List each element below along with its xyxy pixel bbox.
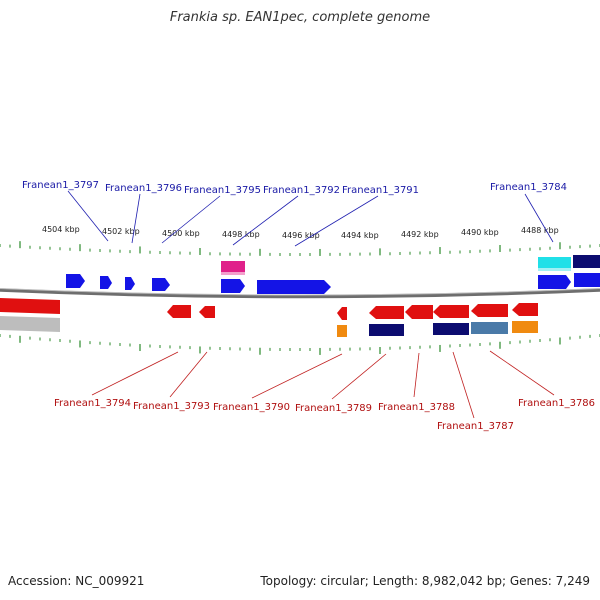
reverse-genes [0, 298, 538, 337]
leader-line [524, 193, 554, 243]
kbp-label: 4496 kbp [282, 231, 320, 240]
kbp-labels: 4504 kbp 4502 kbp 4500 kbp 4498 kbp 4496… [42, 225, 559, 240]
leader-line [413, 352, 420, 398]
gene-label[interactable]: Franean1_3796 [105, 183, 182, 194]
forward-genes [66, 255, 600, 294]
genome-backbone [0, 288, 600, 299]
kbp-label: 4502 kbp [102, 227, 140, 236]
feature-box-navy[interactable] [369, 324, 404, 336]
gene-arrow-reverse[interactable] [337, 307, 347, 320]
feature-box-navy[interactable] [573, 255, 600, 268]
gene-arrow-reverse[interactable] [199, 306, 215, 318]
gene-arrow-reverse[interactable] [471, 304, 508, 317]
leader-line [91, 351, 179, 396]
leader-line [232, 195, 299, 246]
gene-label[interactable]: Franean1_3794 [54, 398, 131, 409]
kbp-label: 4494 kbp [341, 231, 379, 240]
feature-box-orange[interactable] [337, 325, 347, 337]
feature-box-cyan-shadow [538, 268, 571, 271]
feature-box-magenta-shadow [221, 272, 245, 275]
feature-box-steelblue[interactable] [471, 322, 508, 334]
top-gene-labels: Franean1_3797 Franean1_3796 Franean1_379… [22, 180, 567, 247]
leader-line [452, 351, 475, 419]
gene-label[interactable]: Franean1_3795 [184, 185, 261, 196]
gene-arrow-reverse[interactable] [369, 306, 404, 319]
gene-arrow-reverse[interactable] [433, 305, 469, 318]
gene-arrow-reverse[interactable] [0, 316, 60, 332]
genome-summary-text: Topology: circular; Length: 8,982,042 bp… [260, 574, 590, 588]
top-ruler [0, 241, 600, 256]
leader-line [489, 350, 555, 396]
gene-arrow-forward[interactable] [257, 280, 331, 294]
gene-label[interactable]: Franean1_3788 [378, 402, 455, 413]
gene-label[interactable]: Franean1_3793 [133, 401, 210, 412]
gene-label[interactable]: Franean1_3784 [490, 182, 567, 193]
leader-line [161, 195, 221, 244]
gene-arrow-forward[interactable] [125, 277, 135, 290]
kbp-label: 4488 kbp [521, 226, 559, 235]
kbp-label: 4500 kbp [162, 229, 200, 238]
leader-line [251, 353, 343, 399]
leader-line [294, 195, 379, 247]
gene-arrow-reverse[interactable] [167, 305, 191, 318]
gene-arrow-forward[interactable] [574, 273, 600, 287]
kbp-label: 4498 kbp [222, 230, 260, 239]
leader-line [67, 190, 109, 242]
kbp-label: 4504 kbp [42, 225, 80, 234]
gene-arrow-reverse[interactable] [405, 305, 433, 319]
feature-box-orange[interactable] [512, 321, 538, 333]
gene-arrow-forward[interactable] [538, 275, 571, 289]
accession-text: Accession: NC_009921 [8, 574, 145, 588]
bottom-ruler [0, 334, 600, 355]
leader-line [331, 353, 387, 400]
gene-label[interactable]: Franean1_3786 [518, 398, 595, 409]
kbp-label: 4490 kbp [461, 228, 499, 237]
leader-line [169, 351, 208, 398]
gene-label[interactable]: Franean1_3792 [263, 185, 340, 196]
bottom-gene-labels: Franean1_3794 Franean1_3793 Franean1_379… [54, 350, 595, 432]
map-title: Frankia sp. EAN1pec, complete genome [169, 10, 431, 25]
gene-arrow-reverse[interactable] [512, 303, 538, 316]
feature-box-navy[interactable] [433, 323, 469, 335]
leader-line [131, 193, 141, 244]
gene-label[interactable]: Franean1_3787 [437, 421, 514, 432]
gene-label[interactable]: Franean1_3791 [342, 185, 419, 196]
gene-arrow-forward[interactable] [66, 274, 85, 288]
gene-arrow-reverse[interactable] [0, 298, 60, 314]
feature-box-magenta[interactable] [221, 261, 245, 274]
gene-label[interactable]: Franean1_3790 [213, 402, 290, 413]
gene-arrow-forward[interactable] [100, 276, 112, 289]
kbp-label: 4492 kbp [401, 230, 439, 239]
feature-box-cyan[interactable] [538, 257, 571, 270]
gene-label[interactable]: Franean1_3789 [295, 403, 372, 414]
genome-backbone-highlight [0, 288, 600, 296]
gene-arrow-forward[interactable] [221, 279, 245, 293]
gene-arrow-forward[interactable] [152, 278, 170, 291]
gene-label[interactable]: Franean1_3797 [22, 180, 99, 191]
